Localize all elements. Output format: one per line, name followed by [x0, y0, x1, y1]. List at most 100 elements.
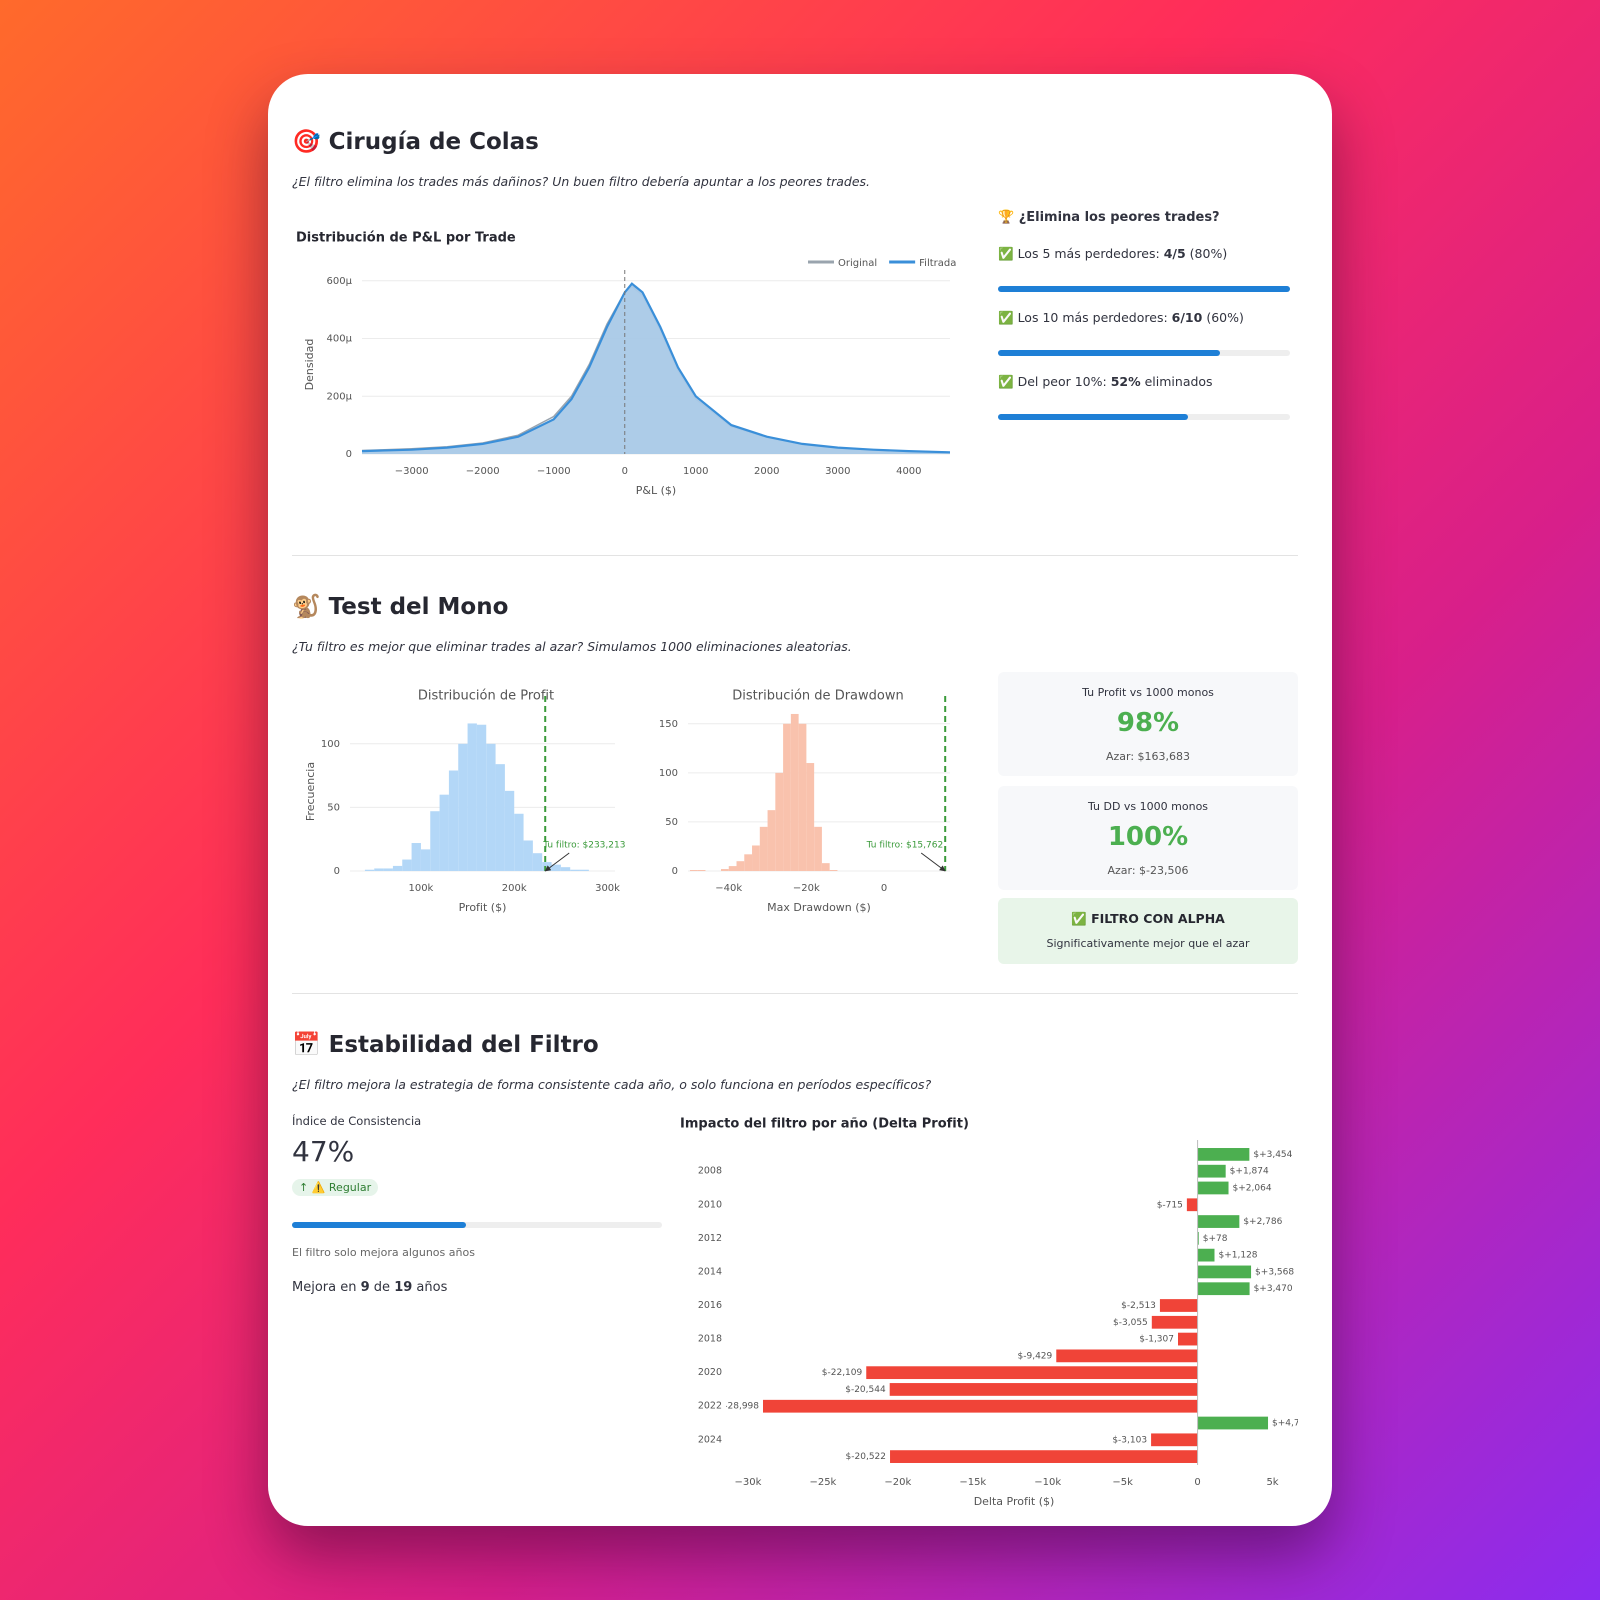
- data-label: $-2,513: [1121, 1301, 1156, 1311]
- text: Mejora en: [292, 1280, 357, 1295]
- bar: [1151, 1315, 1198, 1329]
- progress-track: [998, 286, 1290, 292]
- bar: [866, 1366, 1198, 1380]
- bar: [467, 723, 477, 871]
- section-subtitle: ¿Tu filtro es mejor que eliminar trades …: [292, 639, 852, 654]
- note: eliminados: [1144, 374, 1213, 389]
- stat-value: 100%: [1107, 822, 1189, 852]
- chart-title: Impacto del filtro por año (Delta Profit…: [680, 1117, 969, 1132]
- text: de: [373, 1280, 391, 1295]
- data-label: $+1,874: [1230, 1167, 1269, 1177]
- data-label: $-20,522: [846, 1452, 886, 1462]
- check-item: ✅ Los 5 más perdedores: 4/5 (80%): [998, 246, 1227, 262]
- bar: [783, 723, 791, 871]
- data-label: $-9,429: [1018, 1351, 1053, 1361]
- progress-bar: [292, 1222, 466, 1228]
- progress-bar: [998, 414, 1188, 420]
- bar: [1197, 1265, 1252, 1279]
- progress-bar: [998, 286, 1290, 292]
- bar: [889, 1383, 1198, 1396]
- data-label: $-3,055: [1113, 1318, 1148, 1328]
- bar: [364, 869, 375, 871]
- bar: [720, 869, 729, 871]
- bar: [1197, 1248, 1215, 1262]
- bar: [728, 866, 737, 871]
- x-tick-label: 5k: [1266, 1477, 1278, 1488]
- text: años: [416, 1280, 448, 1295]
- y-tick-label: 0: [346, 449, 352, 460]
- y-tick-label: 100: [659, 768, 678, 779]
- data-label: $-3,103: [1112, 1435, 1147, 1445]
- icon: ✅: [998, 310, 1014, 325]
- bar: [1151, 1433, 1198, 1447]
- stat-card: [998, 786, 1298, 890]
- area: [362, 283, 950, 454]
- x-tick-label: 200k: [502, 883, 527, 894]
- bar: [579, 869, 589, 871]
- icon: ✅: [998, 374, 1014, 389]
- annotation-arrow: [544, 852, 570, 872]
- bar: [458, 743, 468, 871]
- data-label: $-20,544: [845, 1385, 886, 1395]
- bar: [1197, 1148, 1250, 1161]
- bar: [504, 790, 515, 871]
- bar: [1056, 1349, 1198, 1363]
- bar: [1159, 1299, 1198, 1312]
- stat-label: Tu DD vs 1000 monos: [1087, 800, 1209, 813]
- x-tick-label: 4000: [896, 466, 921, 477]
- section-title: 🎯 Cirugía de Colas: [292, 129, 539, 155]
- x-tick-label: −10k: [1034, 1477, 1061, 1488]
- bar: [532, 853, 543, 871]
- y-tick-label: 2010: [698, 1199, 722, 1210]
- bar: [402, 859, 412, 871]
- legend-label: Original: [838, 258, 877, 269]
- x-tick-label: 2000: [754, 466, 779, 477]
- y-tick-label: 0: [334, 866, 340, 877]
- verdict-text: Significativamente mejor que el azar: [1046, 937, 1250, 950]
- bar: [697, 870, 706, 871]
- bar: [1197, 1282, 1250, 1296]
- y-tick-label: 400µ: [327, 334, 353, 345]
- data-label: $+3,568: [1255, 1267, 1294, 1277]
- x-tick-label: 100k: [408, 883, 433, 894]
- x-tick-label: 3000: [825, 466, 850, 477]
- x-tick-label: 1000: [683, 466, 708, 477]
- metric-note: El filtro solo mejora algunos años: [292, 1246, 475, 1259]
- section-subtitle: ¿El filtro elimina los trades más dañino…: [292, 174, 870, 189]
- data-label: $-1,307: [1139, 1335, 1174, 1345]
- bar: [411, 843, 421, 871]
- data-label: $+3,470: [1254, 1284, 1293, 1294]
- chart-title: Distribución de Drawdown: [732, 689, 903, 704]
- y-tick-label: 100: [321, 739, 340, 750]
- x-axis-label: Delta Profit ($): [974, 1495, 1055, 1508]
- y-tick-label: 2018: [698, 1334, 722, 1345]
- x-tick-label: 0: [881, 883, 887, 894]
- panel-title: 🏆 ¿Elimina los peores trades?: [998, 210, 1220, 225]
- section-title: 🐒 Test del Mono: [292, 594, 509, 620]
- stat-value: 98%: [1116, 708, 1180, 738]
- progress-track: [998, 350, 1290, 356]
- label: Los 10 más perdedores:: [1017, 310, 1168, 325]
- value: 6/10: [1171, 310, 1203, 325]
- bar: [570, 869, 580, 871]
- value: 52%: [1110, 374, 1141, 389]
- data-label: $-22,109: [822, 1368, 863, 1378]
- label: Del peor 10%:: [1017, 374, 1107, 389]
- annotation-arrow: [920, 852, 946, 872]
- bar: [890, 1450, 1198, 1463]
- verdict-title: ✅ FILTRO CON ALPHA: [1071, 911, 1225, 926]
- metric-label: Índice de Consistencia: [292, 1114, 422, 1128]
- stat-card: [998, 672, 1298, 776]
- bar: [551, 864, 561, 871]
- chart-title: Distribución de P&L por Trade: [296, 231, 516, 246]
- y-tick-label: 150: [659, 719, 678, 730]
- progress-track: [292, 1222, 662, 1228]
- bar: [744, 854, 753, 871]
- chart-title: Distribución de Profit: [418, 689, 554, 704]
- bar: [763, 1399, 1198, 1413]
- bar: [759, 826, 768, 871]
- data-label: $+78: [1203, 1234, 1228, 1244]
- divider: [292, 555, 1298, 556]
